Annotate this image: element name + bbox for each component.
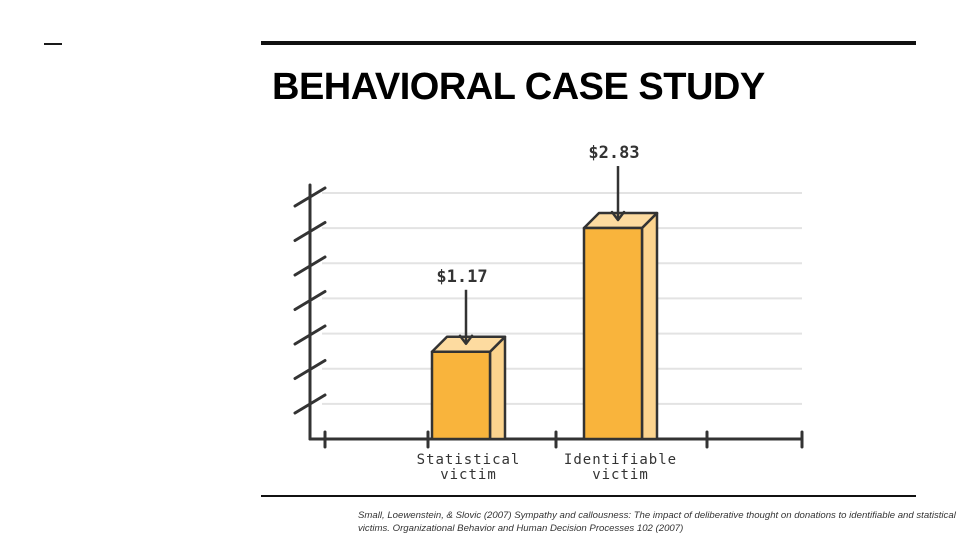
data-label-arrowhead — [610, 210, 626, 222]
y-axis-tick — [293, 359, 327, 380]
bar-side — [488, 335, 507, 441]
y-axis-tick — [293, 290, 327, 311]
data-label-arrowhead — [458, 334, 474, 346]
category-label: victim — [592, 467, 649, 483]
bars — [430, 211, 659, 441]
bar-1 — [430, 335, 507, 441]
y-axis-tick — [293, 393, 327, 415]
data-label: $2.83 — [588, 143, 639, 163]
y-axis-tick — [293, 221, 327, 242]
category-label: Identifiable — [564, 452, 677, 468]
y-axis-tick — [293, 324, 327, 346]
citation: Small, Loewenstein, & Slovic (2007) Symp… — [358, 510, 956, 534]
y-axis-tick — [293, 255, 327, 277]
bar-front — [582, 226, 644, 441]
data-label: $1.17 — [436, 267, 487, 287]
grid-lines — [322, 192, 802, 405]
slide-dash-mark — [44, 43, 62, 45]
bar-2 — [582, 211, 659, 441]
y-axis-tick — [293, 186, 327, 208]
slide-title: BEHAVIORAL CASE STUDY — [272, 66, 765, 108]
top-rule — [261, 41, 916, 45]
bar-front — [430, 350, 492, 441]
category-label: victim — [440, 467, 497, 483]
labels: $1.17Statisticalvictim$2.83Identifiablev… — [417, 143, 677, 483]
axes — [293, 183, 804, 449]
bar-side — [640, 211, 659, 441]
bottom-rule — [261, 495, 916, 497]
category-label: Statistical — [417, 452, 521, 468]
bar-chart: $1.17Statisticalvictim$2.83Identifiablev… — [293, 143, 804, 483]
